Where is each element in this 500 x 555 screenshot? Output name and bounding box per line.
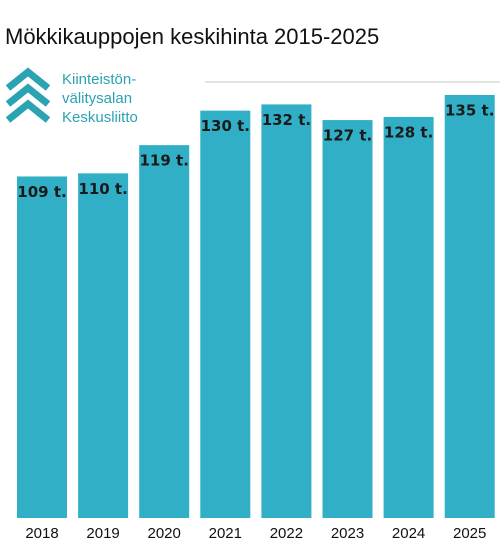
bar	[383, 116, 434, 518]
value-label: 109 t.	[17, 183, 66, 201]
value-label: 110 t.	[78, 180, 127, 198]
logo-mark	[5, 67, 51, 123]
value-label: 128 t.	[384, 123, 433, 141]
bar	[322, 120, 373, 519]
bar	[200, 110, 251, 519]
x-tick-label: 2024	[392, 525, 425, 542]
x-tick-label: 2018	[25, 525, 58, 542]
logo-text: Keskusliitto	[62, 109, 138, 126]
bar	[444, 95, 495, 518]
x-tick-label: 2019	[86, 525, 119, 542]
value-label: 130 t.	[201, 117, 250, 135]
bar	[139, 145, 190, 518]
bar	[261, 104, 312, 519]
logo-text: välitysalan	[62, 90, 132, 107]
value-label: 135 t.	[445, 102, 494, 120]
x-tick-label: 2020	[148, 525, 181, 542]
x-tick-label: 2022	[270, 525, 303, 542]
logo-text: Kiinteistön-	[62, 71, 136, 88]
x-tick-label: 2023	[331, 525, 364, 542]
bar	[78, 173, 129, 519]
x-tick-label: 2025	[453, 525, 486, 542]
x-tick-label: 2021	[209, 525, 242, 542]
bar	[17, 176, 67, 518]
value-label: 119 t.	[139, 152, 188, 170]
value-label: 127 t.	[323, 127, 372, 145]
chart-title: Mökkikauppojen keskihinta 2015-2025	[5, 24, 379, 49]
value-label: 132 t.	[262, 111, 311, 129]
